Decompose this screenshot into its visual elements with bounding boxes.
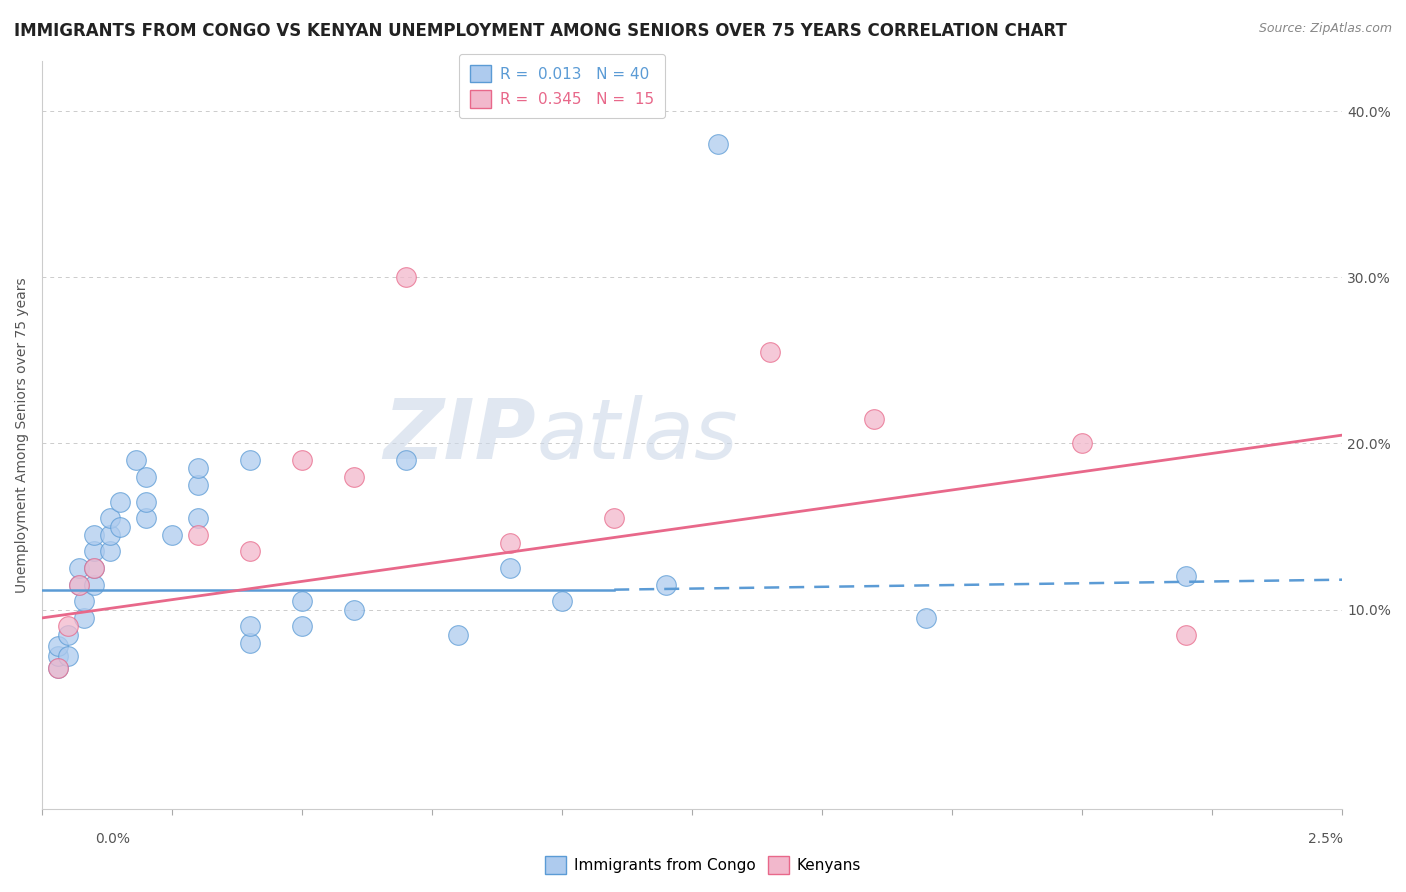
Point [239, 636, 262, 650]
Point [83, 577, 105, 591]
Point [447, 627, 470, 641]
Point [291, 594, 314, 608]
Point [108, 494, 131, 508]
Point [83, 544, 105, 558]
Point [499, 536, 522, 550]
Point [135, 469, 157, 483]
Point [395, 453, 418, 467]
Point [46, 661, 69, 675]
Point [187, 511, 209, 525]
Point [58, 627, 80, 641]
Point [135, 511, 157, 525]
Point [655, 577, 678, 591]
Point [160, 528, 183, 542]
Point [551, 594, 574, 608]
Y-axis label: Unemployment Among Seniors over 75 years: Unemployment Among Seniors over 75 years [15, 277, 30, 593]
Point [67, 561, 90, 575]
Point [187, 528, 209, 542]
Text: atlas: atlas [536, 394, 738, 475]
Point [125, 453, 148, 467]
Point [73, 594, 96, 608]
Point [343, 469, 366, 483]
Point [46, 639, 69, 653]
Point [83, 528, 105, 542]
Point [239, 544, 262, 558]
Point [239, 453, 262, 467]
Point [46, 649, 69, 664]
Text: 0.0%: 0.0% [96, 832, 131, 846]
Point [98, 511, 121, 525]
Text: 2.5%: 2.5% [1308, 832, 1343, 846]
Point [1175, 569, 1198, 583]
Point [1071, 436, 1094, 450]
Legend: R =  0.013   N = 40, R =  0.345   N =  15: R = 0.013 N = 40, R = 0.345 N = 15 [460, 54, 665, 119]
Point [135, 494, 157, 508]
Point [863, 411, 886, 425]
Point [67, 577, 90, 591]
Point [499, 561, 522, 575]
Point [1175, 627, 1198, 641]
Point [67, 577, 90, 591]
Point [707, 137, 730, 152]
Point [603, 511, 626, 525]
Point [73, 611, 96, 625]
Point [759, 345, 782, 359]
Point [187, 461, 209, 475]
Point [187, 478, 209, 492]
Point [83, 561, 105, 575]
Point [915, 611, 938, 625]
Point [395, 270, 418, 285]
Point [46, 661, 69, 675]
Point [58, 619, 80, 633]
Point [98, 544, 121, 558]
Legend: Immigrants from Congo, Kenyans: Immigrants from Congo, Kenyans [538, 850, 868, 880]
Point [58, 649, 80, 664]
Point [83, 561, 105, 575]
Text: IMMIGRANTS FROM CONGO VS KENYAN UNEMPLOYMENT AMONG SENIORS OVER 75 YEARS CORRELA: IMMIGRANTS FROM CONGO VS KENYAN UNEMPLOY… [14, 22, 1067, 40]
Point [343, 602, 366, 616]
Point [239, 619, 262, 633]
Point [291, 453, 314, 467]
Point [98, 528, 121, 542]
Point [291, 619, 314, 633]
Point [108, 519, 131, 533]
Text: Source: ZipAtlas.com: Source: ZipAtlas.com [1258, 22, 1392, 36]
Text: ZIP: ZIP [384, 394, 536, 475]
